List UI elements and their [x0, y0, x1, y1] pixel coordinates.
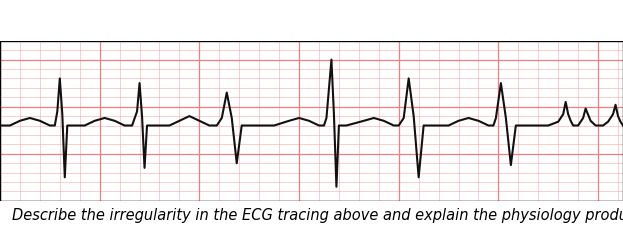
Bar: [0, 42, 623, 201]
Text: Describe the irregularity in the ECG tracing above and explain the physiology pr: Describe the irregularity in the ECG tra…: [12, 207, 623, 222]
